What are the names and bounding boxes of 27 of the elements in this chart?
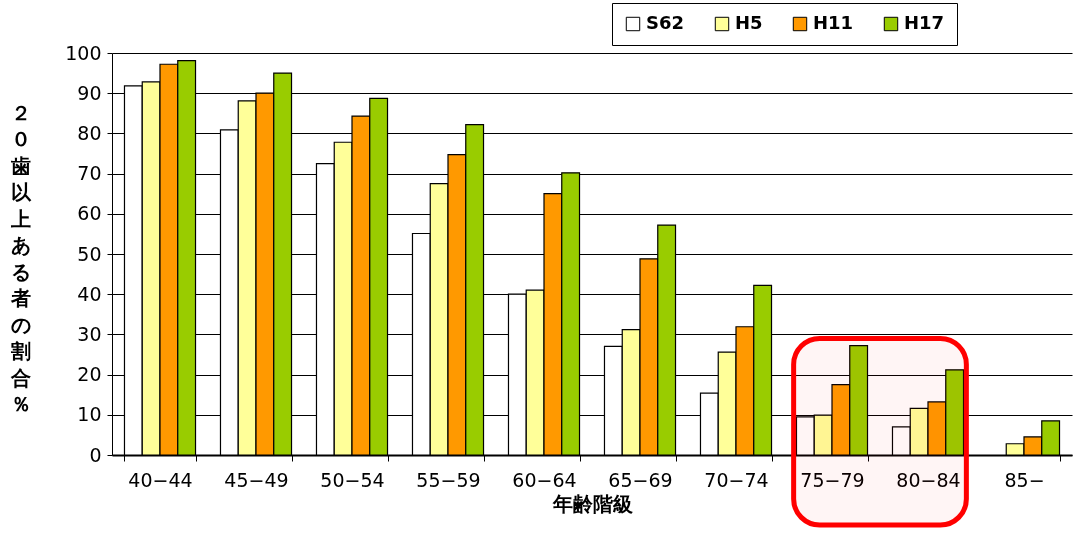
x-tick-label: 50−54 [320,468,385,491]
x-tick-label: 45−49 [224,468,289,491]
y-tick-label: 50 [77,242,102,265]
x-axis-title: 年齢階級 [551,491,633,516]
y-tick-label: 60 [77,202,102,225]
text: ２０歯以上ある者の割合％ [10,100,31,416]
x-tick-label: 40−44 [128,468,193,491]
y-tick-label: 20 [77,363,102,386]
x-tick-label: 75−79 [800,468,865,491]
y-tick-label: 30 [77,322,102,345]
y-tick-label: 90 [77,81,102,104]
y-tick-label: 10 [77,403,102,426]
y-tick-label: 40 [77,282,102,305]
y-tick-label: 70 [77,162,102,185]
x-tick-label: 65−69 [608,468,673,491]
x-tick-label: 80−84 [896,468,961,491]
legend-label: H5 [735,12,763,33]
x-tick-label: 85− [1004,468,1045,491]
legend-label: H17 [904,12,945,33]
y-tick-label: 0 [89,443,102,466]
legend-label: H11 [813,12,854,33]
legend-label: S62 [646,12,685,33]
x-tick-label: 70−74 [704,468,769,491]
x-tick-label: 55−59 [416,468,481,491]
y-tick-label: 100 [65,41,102,64]
y-tick-label: 80 [77,121,102,144]
x-tick-label: 60−64 [512,468,577,491]
